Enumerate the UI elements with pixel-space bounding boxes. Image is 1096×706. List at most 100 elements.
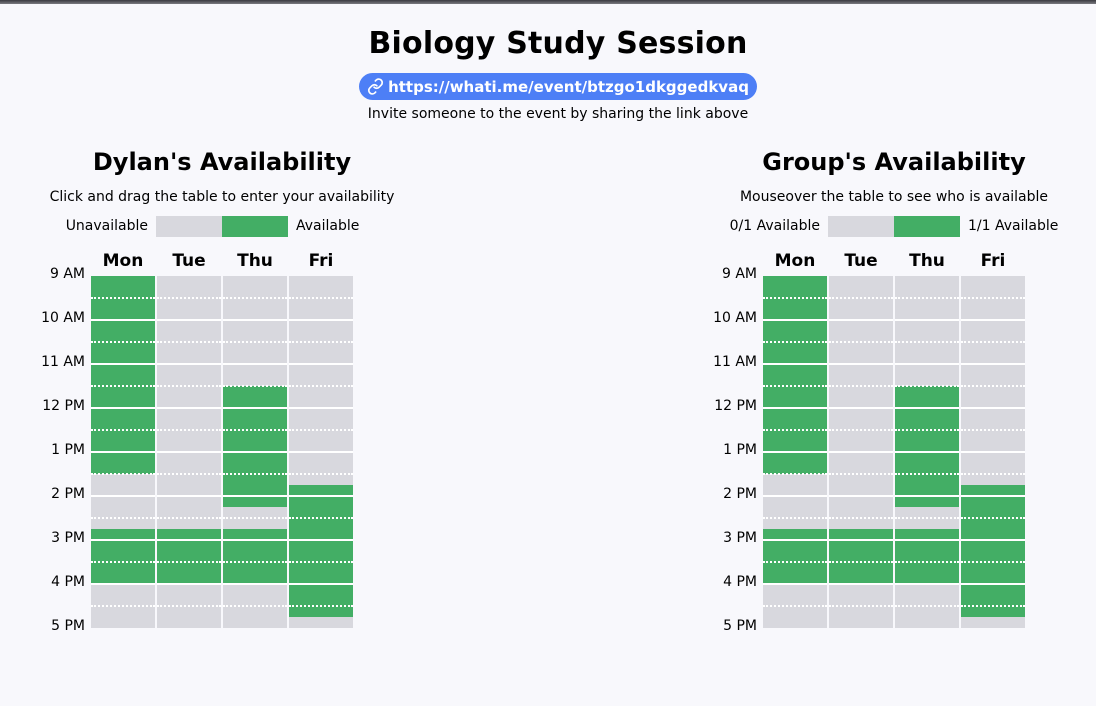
group-available-block[interactable]: [895, 386, 959, 507]
event-title: Biology Study Session: [368, 26, 748, 61]
group-available-block[interactable]: [829, 529, 893, 584]
half-hour-divider: [289, 341, 353, 343]
personal-legend-available-swatch: [222, 216, 288, 237]
hour-divider: [223, 451, 287, 453]
half-hour-divider: [763, 473, 827, 475]
half-hour-divider: [91, 605, 155, 607]
half-hour-divider: [961, 341, 1025, 343]
half-hour-divider: [895, 473, 959, 475]
half-hour-divider: [895, 605, 959, 607]
half-hour-divider: [763, 385, 827, 387]
hour-divider: [763, 407, 827, 409]
hour-divider: [91, 495, 155, 497]
hour-divider: [763, 495, 827, 497]
half-hour-divider: [829, 385, 893, 387]
hour-divider: [829, 583, 893, 585]
group-legend-unavailable-swatch: [828, 216, 894, 237]
half-hour-divider: [895, 297, 959, 299]
personal-time-label: 3 PM: [51, 530, 85, 546]
personal-day-column-fri[interactable]: [289, 276, 353, 628]
group-legend-unavailable-label: 0/1 Available: [729, 218, 820, 234]
personal-day-column-mon[interactable]: [91, 276, 155, 628]
half-hour-divider: [223, 297, 287, 299]
group-time-label: 12 PM: [714, 398, 757, 414]
half-hour-divider: [961, 385, 1025, 387]
group-availability-grid[interactable]: [763, 276, 1026, 628]
group-time-label: 5 PM: [723, 618, 757, 634]
personal-available-block[interactable]: [91, 276, 155, 474]
group-available-block[interactable]: [895, 529, 959, 584]
personal-available-block[interactable]: [289, 485, 353, 617]
hour-divider: [289, 451, 353, 453]
hour-divider: [289, 539, 353, 541]
group-day-column-mon[interactable]: [763, 276, 827, 628]
half-hour-divider: [91, 517, 155, 519]
half-hour-divider: [157, 561, 221, 563]
group-available-block[interactable]: [961, 485, 1025, 617]
hour-divider: [289, 583, 353, 585]
half-hour-divider: [961, 429, 1025, 431]
event-link-button[interactable]: https://whati.me/event/btzgo1dkggedkvaq: [359, 73, 757, 100]
group-available-block[interactable]: [763, 276, 827, 474]
half-hour-divider: [223, 473, 287, 475]
hour-divider: [91, 407, 155, 409]
group-day-header-tue: Tue: [844, 251, 878, 271]
personal-day-column-thu[interactable]: [223, 276, 287, 628]
half-hour-divider: [91, 341, 155, 343]
half-hour-divider: [829, 517, 893, 519]
group-legend-available-label: 1/1 Available: [968, 218, 1059, 234]
personal-panel-title: Dylan's Availability: [92, 148, 352, 176]
half-hour-divider: [91, 561, 155, 563]
hour-divider: [895, 495, 959, 497]
personal-available-block[interactable]: [91, 529, 155, 584]
half-hour-divider: [223, 517, 287, 519]
personal-availability-grid[interactable]: [91, 276, 354, 628]
personal-time-label: 2 PM: [51, 486, 85, 502]
personal-available-block[interactable]: [223, 386, 287, 507]
group-day-column-tue[interactable]: [829, 276, 893, 628]
half-hour-divider: [289, 561, 353, 563]
half-hour-divider: [157, 517, 221, 519]
half-hour-divider: [157, 605, 221, 607]
group-time-label: 9 AM: [721, 266, 757, 282]
hour-divider: [223, 319, 287, 321]
group-available-block[interactable]: [763, 529, 827, 584]
group-day-column-thu[interactable]: [895, 276, 959, 628]
hour-divider: [91, 451, 155, 453]
hour-divider: [157, 451, 221, 453]
hour-divider: [961, 451, 1025, 453]
personal-available-block[interactable]: [157, 529, 221, 584]
group-time-label: 4 PM: [723, 574, 757, 590]
personal-available-block[interactable]: [223, 529, 287, 584]
half-hour-divider: [829, 429, 893, 431]
half-hour-divider: [763, 605, 827, 607]
hour-divider: [829, 363, 893, 365]
hour-divider: [895, 583, 959, 585]
half-hour-divider: [91, 297, 155, 299]
hour-divider: [961, 319, 1025, 321]
hour-divider: [895, 539, 959, 541]
half-hour-divider: [829, 341, 893, 343]
personal-panel-subtitle: Click and drag the table to enter your a…: [49, 189, 395, 205]
hour-divider: [157, 407, 221, 409]
half-hour-divider: [895, 385, 959, 387]
hour-divider: [895, 319, 959, 321]
hour-divider: [961, 363, 1025, 365]
group-time-label: 1 PM: [723, 442, 757, 458]
link-icon: [368, 78, 384, 95]
hour-divider: [895, 407, 959, 409]
group-legend-available-swatch: [894, 216, 960, 237]
personal-day-column-tue[interactable]: [157, 276, 221, 628]
hour-divider: [223, 363, 287, 365]
hour-divider: [91, 319, 155, 321]
group-day-column-fri[interactable]: [961, 276, 1025, 628]
half-hour-divider: [763, 429, 827, 431]
hour-divider: [829, 539, 893, 541]
hour-divider: [289, 495, 353, 497]
half-hour-divider: [223, 561, 287, 563]
hour-divider: [157, 319, 221, 321]
personal-time-label: 10 AM: [41, 310, 85, 326]
invite-text: Invite someone to the event by sharing t…: [367, 106, 749, 122]
hour-divider: [91, 583, 155, 585]
group-panel-subtitle: Mouseover the table to see who is availa…: [739, 189, 1049, 205]
